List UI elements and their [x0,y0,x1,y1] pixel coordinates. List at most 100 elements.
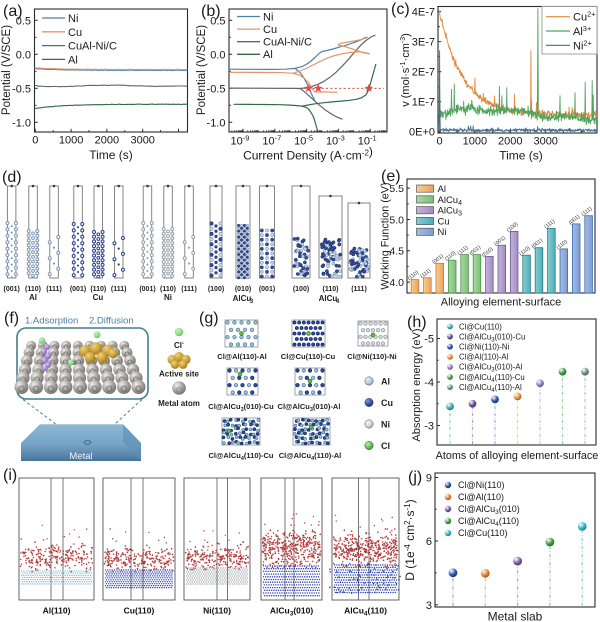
svg-text:1E-7: 1E-7 [412,97,435,109]
svg-text:Potential (V/SCE): Potential (V/SCE) [1,25,13,115]
svg-text:(h): (h) [407,314,427,331]
svg-text:AlCu: AlCu [233,294,252,303]
svg-text:(f): (f) [4,310,19,327]
svg-text:Al: Al [29,293,37,302]
svg-text:Time (s): Time (s) [89,148,133,162]
svg-text:CuAl-Ni/C: CuAl-Ni/C [263,37,312,49]
svg-text:(001): (001) [259,286,275,293]
svg-text:Active site: Active site [159,370,200,379]
svg-text:(110): (110) [25,286,41,293]
svg-text:AlCu3(010): AlCu3(010) [270,606,313,618]
svg-text:(111): (111) [181,286,197,293]
svg-text:6: 6 [426,536,432,548]
svg-text:Ni: Ni [381,420,390,430]
svg-text:Ni: Ni [68,13,78,25]
svg-text:0: 0 [436,136,442,148]
svg-text:(c): (c) [391,1,410,18]
svg-text:3000: 3000 [533,136,557,148]
svg-text:Cl@Cu(110): Cl@Cu(110) [459,322,502,331]
svg-text:Cl@Ni(110)-Ni: Cl@Ni(110)-Ni [347,352,396,361]
svg-text:Al: Al [263,49,273,61]
svg-text:Cl@AlCu4(110)-Al: Cl@AlCu4(110)-Al [459,383,522,394]
svg-text:Potential (V/SCE): Potential (V/SCE) [196,25,208,115]
svg-text:4: 4 [336,299,340,305]
svg-text:Working Function (eV): Working Function (eV) [380,182,392,289]
svg-text:-1.0: -1.0 [207,117,226,129]
svg-text:0.0: 0.0 [210,49,225,61]
svg-text:Cu(110): Cu(110) [124,606,155,616]
svg-text:Cu: Cu [93,293,104,302]
svg-text:Cl@AlCu4(110)-Al: Cl@AlCu4(110)-Al [279,451,341,462]
svg-text:3: 3 [426,600,432,612]
svg-text:Cl@Cu(110)-Cu: Cl@Cu(110)-Cu [281,352,336,361]
svg-text:(100): (100) [208,286,224,293]
svg-text:5.0: 5.0 [389,214,404,226]
svg-text:Al: Al [68,54,78,66]
svg-text:CuAl-Ni/C: CuAl-Ni/C [68,41,117,53]
svg-text:4.5: 4.5 [389,246,404,258]
svg-text:(a): (a) [3,3,23,20]
svg-text:Cl@AlCu3(010)-Al: Cl@AlCu3(010)-Al [459,363,523,374]
svg-text:Ni(110): Ni(110) [203,606,231,616]
svg-text:Cu: Cu [438,216,450,227]
svg-text:2: 2 [73,361,76,367]
svg-text:Cl: Cl [381,441,390,451]
svg-text:Alloying element-surface: Alloying element-surface [441,297,561,309]
svg-text:4E-7: 4E-7 [412,7,435,19]
svg-text:AlCu4(110): AlCu4(110) [344,606,387,618]
svg-text:Cl@Al(110)-Al: Cl@Al(110)-Al [459,353,509,362]
svg-text:(001): (001) [139,286,155,293]
svg-text:0: 0 [32,135,38,147]
svg-text:Cl@Ni(110)-Ni: Cl@Ni(110)-Ni [459,343,509,352]
svg-text:Ni: Ni [263,11,273,23]
svg-text:5.5: 5.5 [389,183,404,195]
svg-text:Ni: Ni [438,227,447,238]
svg-text:0.5: 0.5 [210,15,225,27]
svg-text:(001): (001) [70,286,86,293]
svg-text:3000: 3000 [130,135,154,147]
svg-text:9: 9 [426,473,432,485]
svg-text:(100): (100) [293,286,309,293]
svg-text:Cu: Cu [68,27,82,39]
svg-text:(110): (110) [90,286,106,293]
svg-text:AlCu: AlCu [319,294,338,303]
svg-text:Cl@AlCu4(110)-Cu: Cl@AlCu4(110)-Cu [209,451,274,462]
svg-text:0.5: 0.5 [16,15,31,27]
svg-text:(001): (001) [4,286,20,293]
svg-text:Cl@Al(110)-Al: Cl@Al(110)-Al [217,352,266,361]
svg-text:Cu: Cu [263,24,277,36]
svg-text:D (1e-4 cm2·s-1): D (1e-4 cm2·s-1) [403,499,417,580]
svg-text:(g): (g) [199,310,219,327]
svg-text:3E-7: 3E-7 [412,37,435,49]
svg-text:1.Adsorption: 1.Adsorption [25,316,78,327]
svg-text:-4: -4 [424,377,434,389]
svg-text:Al: Al [438,184,446,195]
svg-text:Cl@AlCu4(110): Cl@AlCu4(110) [458,516,519,528]
svg-text:(b): (b) [201,3,221,20]
svg-text:Cl@Ni(110): Cl@Ni(110) [458,480,504,490]
svg-text:(010): (010) [235,286,251,293]
svg-text:2.Diffusion: 2.Diffusion [89,316,134,327]
svg-text:(111): (111) [46,286,62,293]
svg-text:Absorption energy (eV): Absorption energy (eV) [411,328,423,441]
svg-text:Cl-: Cl- [174,341,184,350]
svg-text:Cl@Cu(110): Cl@Cu(110) [458,528,507,538]
svg-text:4.0: 4.0 [389,277,404,289]
svg-text:-1.0: -1.0 [12,117,31,129]
svg-text:v (mol·s-1·cm-3): v (mol·s-1·cm-3) [400,33,412,107]
svg-text:Cl@AlCu3(010)-Al: Cl@AlCu3(010)-Al [278,402,341,413]
svg-text:(e): (e) [381,168,401,185]
svg-text:Cl@AlCu3(010)-Cu: Cl@AlCu3(010)-Cu [459,332,525,343]
svg-text:Metal: Metal [69,451,92,462]
svg-text:2E-7: 2E-7 [412,67,435,79]
svg-text:Al: Al [381,377,390,387]
svg-text:AlCu4: AlCu4 [438,195,463,207]
svg-text:Current Density (A·cm-2): Current Density (A·cm-2) [243,145,373,163]
svg-text:-0.5: -0.5 [12,83,31,95]
svg-text:Atoms of alloying element-surf: Atoms of alloying element-surface [436,450,599,462]
svg-text:-5: -5 [424,334,434,346]
svg-text:2000: 2000 [498,136,522,148]
svg-text:Cl@AlCu3(010)-Cu: Cl@AlCu3(010)-Cu [208,402,274,413]
svg-text:Cl@AlCu4(110)-Cu: Cl@AlCu4(110)-Cu [459,373,525,384]
svg-text:Metal slab: Metal slab [488,610,543,622]
